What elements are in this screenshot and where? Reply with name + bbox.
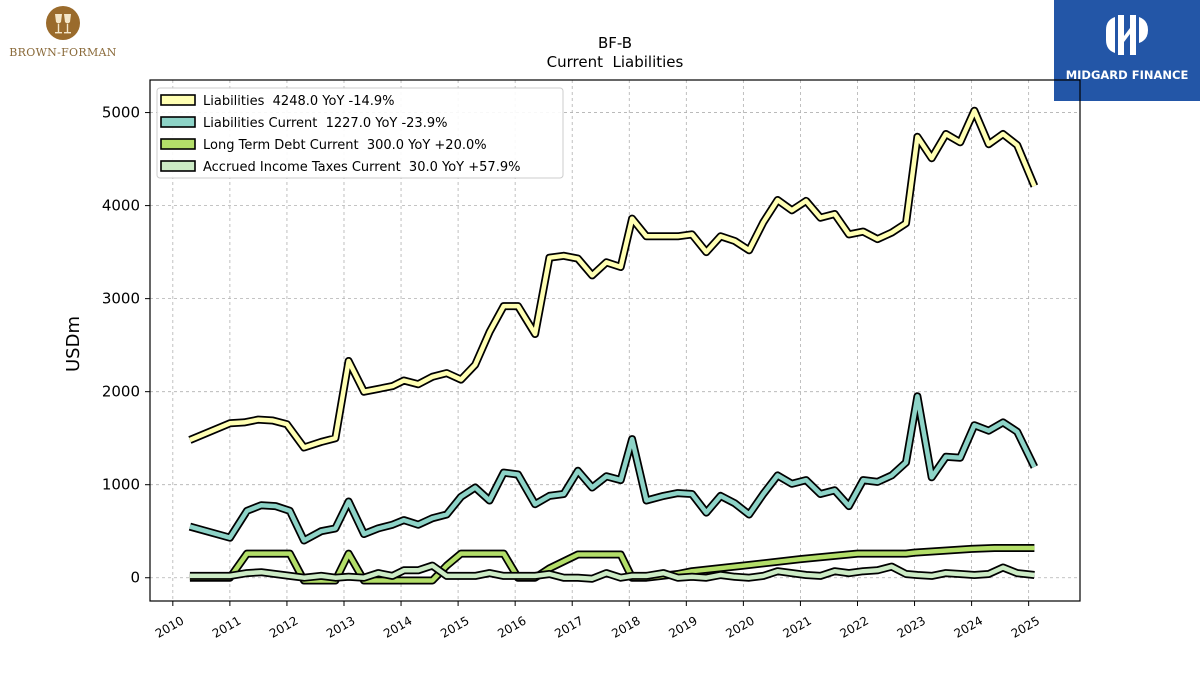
x-tick-label: 2024 xyxy=(952,613,985,640)
midgard-finance-wordmark: MIDGARD FINANCE xyxy=(1065,68,1189,82)
x-tick-label: 2023 xyxy=(895,613,928,640)
legend-label-0: Liabilities 4248.0 YoY -14.9% xyxy=(203,94,395,109)
x-tick-label: 2015 xyxy=(438,613,471,640)
x-axis: 2010 2011 2012 2013 2014 2015 2016 2017 2018 2019… xyxy=(153,601,1042,641)
x-tick-label: 2019 xyxy=(666,613,699,640)
y-tick-label: 2000 xyxy=(102,383,140,401)
x-tick-label: 2010 xyxy=(153,613,186,640)
legend-label-1: Liabilities Current 1227.0 YoY -23.9% xyxy=(203,116,447,131)
chart-title: BF-B xyxy=(598,34,632,52)
x-tick-label: 2018 xyxy=(609,613,642,640)
x-tick-label: 2025 xyxy=(1009,613,1042,640)
series-lines xyxy=(188,106,1039,585)
y-tick-label: 0 xyxy=(130,569,140,587)
x-tick-label: 2022 xyxy=(838,613,871,640)
x-tick-label: 2011 xyxy=(210,613,243,640)
legend-swatch-3 xyxy=(160,160,196,172)
legend-box xyxy=(156,87,564,179)
plot-frame xyxy=(149,79,1081,602)
y-tick-label: 1000 xyxy=(102,476,140,494)
y-axis: 0 1000 2000 3000 4000 5000 xyxy=(102,104,150,587)
x-tick-label: 2016 xyxy=(495,613,528,640)
legend-swatch-0 xyxy=(160,94,196,106)
brown-forman-logo: BROWN-FORMAN xyxy=(0,2,126,64)
brown-forman-wordmark: BROWN-FORMAN xyxy=(9,46,117,59)
midgard-monogram-icon xyxy=(1106,15,1148,55)
y-tick-label: 3000 xyxy=(102,290,140,308)
y-tick-label: 5000 xyxy=(102,104,140,122)
x-tick-label: 2020 xyxy=(723,613,756,640)
y-axis-label: USDm xyxy=(63,316,84,372)
x-tick-label: 2014 xyxy=(381,613,414,640)
series-line-1 xyxy=(189,394,1037,543)
chart-subtitle: Current Liabilities xyxy=(547,53,684,71)
midgard-finance-logo: MIDGARD FINANCE xyxy=(1054,0,1200,101)
legend-swatch-2 xyxy=(160,138,196,150)
legend: Liabilities 4248.0 YoY -14.9% Liabilities… xyxy=(156,87,564,179)
series-line-outline-1 xyxy=(188,392,1038,545)
x-tick-label: 2017 xyxy=(552,613,585,640)
legend-label-3: Accrued Income Taxes Current 30.0 YoY +5… xyxy=(203,160,520,175)
series-line-3 xyxy=(189,563,1035,581)
legend-swatch-1 xyxy=(160,116,196,128)
x-tick-label: 2013 xyxy=(324,613,357,640)
legend-label-2: Long Term Debt Current 300.0 YoY +20.0% xyxy=(203,138,487,153)
wine-glasses-icon xyxy=(46,6,80,40)
x-tick-label: 2021 xyxy=(780,613,813,640)
y-tick-label: 4000 xyxy=(102,197,140,215)
x-tick-label: 2012 xyxy=(267,613,300,640)
series-line-0 xyxy=(189,108,1037,450)
